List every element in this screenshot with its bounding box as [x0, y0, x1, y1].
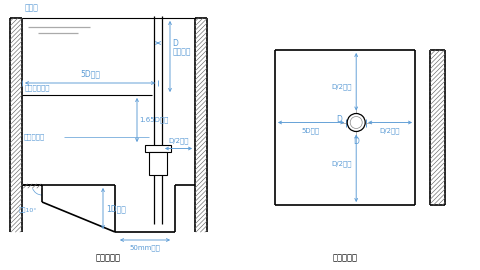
Text: 有効水量: 有効水量: [173, 47, 192, 56]
Text: D/2以上: D/2以上: [332, 160, 352, 167]
Bar: [145, 145, 171, 152]
Text: （断面図）: （断面図）: [96, 253, 121, 262]
Text: 1D以上: 1D以上: [106, 204, 126, 213]
Text: D: D: [353, 137, 359, 146]
Text: 50mm以上: 50mm以上: [130, 244, 160, 251]
Text: （平面図）: （平面図）: [333, 253, 358, 262]
Bar: [149, 152, 167, 175]
Circle shape: [350, 116, 362, 129]
Circle shape: [347, 113, 365, 131]
Text: D/2以上: D/2以上: [168, 138, 189, 144]
Text: D/2以上: D/2以上: [380, 127, 400, 134]
Text: 1.65D以上: 1.65D以上: [139, 117, 168, 123]
Text: 5D以上: 5D以上: [301, 127, 320, 134]
Text: 弁シート面: 弁シート面: [24, 134, 45, 140]
Text: D: D: [336, 115, 342, 124]
Text: 有効水量下部: 有効水量下部: [25, 85, 50, 91]
Text: 貿水面: 貿水面: [25, 3, 39, 12]
Text: 5D以上: 5D以上: [80, 69, 100, 78]
Text: D: D: [172, 39, 178, 48]
Text: 最大10°: 最大10°: [19, 207, 37, 213]
Text: D/2以上: D/2以上: [332, 83, 352, 90]
